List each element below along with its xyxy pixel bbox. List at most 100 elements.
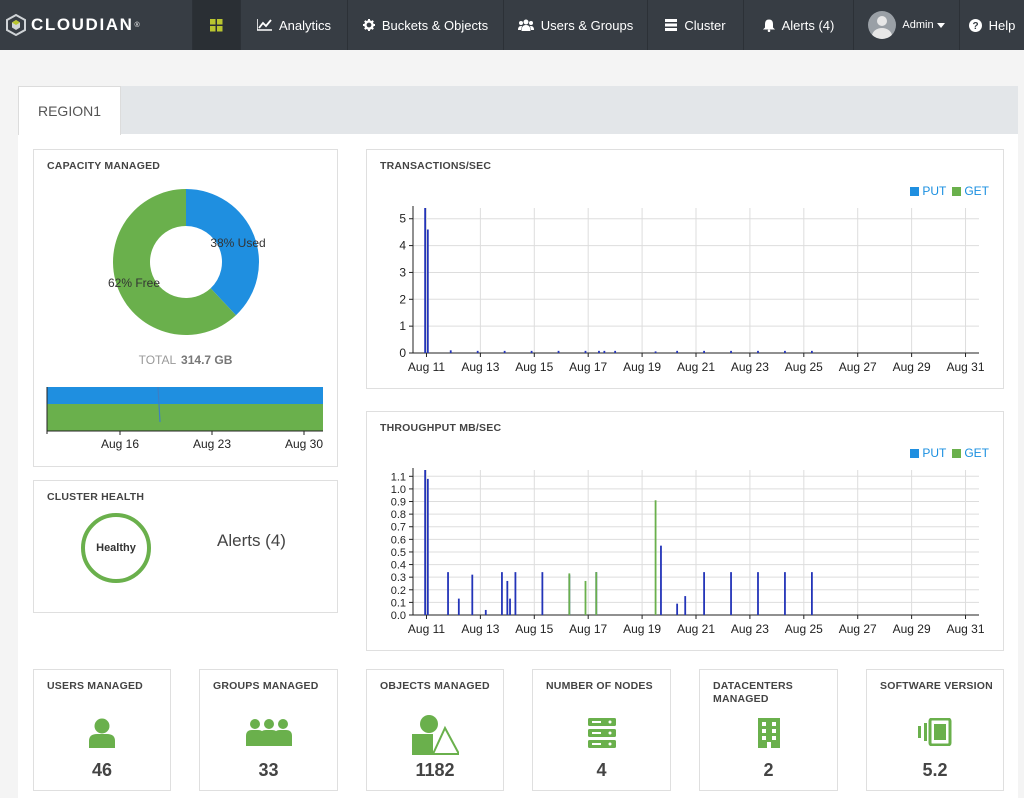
stat-label: NUMBER OF NODES — [546, 680, 653, 692]
x-tick-label: Aug 25 — [785, 360, 823, 374]
capacity-title: CAPACITY MANAGED — [47, 160, 161, 172]
legend-get[interactable]: GET — [952, 446, 989, 460]
nav-admin-label: Admin — [902, 19, 934, 31]
x-tick-label: Aug 15 — [515, 622, 553, 636]
stat-card-nodes[interactable]: NUMBER OF NODES 4 — [532, 669, 671, 791]
stat-label: GROUPS MANAGED — [213, 680, 319, 692]
nav-alerts[interactable]: Alerts (4) — [743, 0, 853, 50]
y-tick-label: 1.0 — [391, 484, 406, 496]
y-tick-label: 1 — [399, 319, 406, 333]
stat-label: SOFTWARE VERSION — [880, 680, 993, 692]
stat-label: DATACENTERS MANAGED — [713, 680, 793, 705]
gear-icon — [362, 19, 375, 31]
nav-alerts-label: Alerts (4) — [781, 17, 835, 33]
stat-card-version[interactable]: SOFTWARE VERSION 5.2 — [866, 669, 1004, 791]
y-tick-label: 0.2 — [391, 585, 406, 597]
nav-buckets[interactable]: Buckets & Objects — [347, 0, 503, 50]
bell-icon — [762, 19, 775, 32]
y-tick-label: 0.4 — [391, 560, 406, 572]
y-tick-label: 0.6 — [391, 534, 406, 546]
y-tick-label: 0.7 — [391, 522, 406, 534]
stat-card-datacenters[interactable]: DATACENTERS MANAGED 2 — [699, 669, 838, 791]
stat-card-objects[interactable]: OBJECTS MANAGED 1182 — [366, 669, 504, 791]
nav-dashboard[interactable] — [192, 0, 240, 50]
brand-logo[interactable]: CLOUDIAN ® — [0, 0, 192, 50]
y-tick-label: 0.9 — [391, 497, 406, 509]
y-tick-label: 2 — [399, 292, 406, 306]
nav-help[interactable]: ? Help — [959, 0, 1024, 50]
y-tick-label: 0.3 — [391, 572, 406, 584]
x-tick-label: Aug 29 — [893, 360, 931, 374]
stat-value: 33 — [258, 760, 279, 780]
x-tick-label: Aug 17 — [569, 622, 607, 636]
x-tick-label: Aug 19 — [623, 622, 661, 636]
y-tick-label: 0.1 — [391, 597, 406, 609]
nav-cluster[interactable]: Cluster — [647, 0, 743, 50]
stat-label: OBJECTS MANAGED — [380, 680, 490, 692]
total-value: 314.7 GB — [181, 353, 233, 367]
x-tick-label: Aug 17 — [569, 360, 607, 374]
x-tick-label: Aug 11 — [408, 622, 445, 636]
throughput-panel: THROUGHPUT MB/SEC PUT GET 0.0 0.1 0.2 0.3 0.… — [366, 411, 1004, 651]
capacity-x-tick: Aug 16 — [101, 437, 139, 451]
x-tick-label: Aug 23 — [731, 360, 769, 374]
group-icon — [200, 718, 337, 746]
donut-slice-used — [186, 189, 259, 316]
x-tick-label: Aug 11 — [408, 360, 445, 374]
tab-region1[interactable]: REGION1 — [18, 86, 121, 135]
x-tick-label: Aug 21 — [677, 360, 715, 374]
stat-card-groups[interactable]: GROUPS MANAGED 33 — [199, 669, 338, 791]
legend-put[interactable]: PUT — [910, 446, 946, 460]
nav-analytics[interactable]: Analytics — [240, 0, 347, 50]
version-icon — [867, 718, 1003, 746]
legend-put[interactable]: PUT — [910, 184, 946, 198]
stat-label: USERS MANAGED — [47, 680, 143, 692]
get-swatch — [952, 449, 962, 458]
avatar — [868, 11, 897, 39]
cloudian-logo-icon — [6, 14, 26, 36]
x-tick-label: Aug 15 — [515, 360, 553, 374]
x-tick-label: Aug 13 — [461, 622, 499, 636]
get-swatch — [952, 187, 962, 196]
y-tick-label: 0.8 — [391, 509, 406, 521]
stat-card-users[interactable]: USERS MANAGED 46 — [33, 669, 171, 791]
shapes-icon — [367, 714, 503, 756]
transactions-panel: TRANSACTIONS/SEC PUT GET 0 1 2 3 4 5 Aug 11 Aug… — [366, 149, 1004, 389]
used-label: 38% Used — [210, 236, 265, 250]
total-label: TOTAL — [138, 353, 176, 367]
region-tabs — [18, 86, 1018, 134]
capacity-total: TOTAL 314.7 GB — [34, 353, 337, 367]
building-icon — [700, 718, 837, 748]
throughput-title: THROUGHPUT MB/SEC — [380, 422, 502, 434]
user-icon — [34, 718, 170, 748]
x-tick-label: Aug 29 — [893, 622, 931, 636]
users-icon — [517, 19, 534, 31]
capacity-x-tick: Aug 30 — [285, 437, 323, 451]
y-tick-label: 0.5 — [391, 547, 406, 559]
top-navbar: CLOUDIAN ® Analytics Buckets & Objects Us… — [0, 0, 1024, 50]
stat-value: 2 — [763, 760, 774, 780]
x-tick-label: Aug 19 — [623, 360, 661, 374]
cluster-health-title: CLUSTER HEALTH — [47, 491, 145, 503]
put-swatch — [910, 187, 920, 196]
nav-users-groups-label: Users & Groups — [540, 17, 634, 33]
transactions-legend: PUT GET — [910, 184, 989, 198]
x-tick-label: Aug 31 — [947, 360, 985, 374]
y-tick-label: 3 — [399, 265, 406, 279]
grid-icon — [210, 18, 223, 31]
nav-users-groups[interactable]: Users & Groups — [503, 0, 647, 50]
health-alerts-link[interactable]: Alerts (4) — [217, 531, 286, 550]
capacity-donut — [112, 189, 259, 335]
svg-text:?: ? — [972, 21, 978, 32]
server-icon — [533, 718, 670, 748]
capacity-x-tick: Aug 23 — [193, 437, 231, 451]
brand-name: CLOUDIAN — [31, 15, 134, 34]
health-status-ring[interactable]: Healthy — [81, 513, 151, 583]
cluster-health-panel: CLUSTER HEALTH Healthy Alerts (4) — [33, 480, 338, 613]
transactions-title: TRANSACTIONS/SEC — [380, 160, 492, 172]
donut-slice-free — [112, 189, 236, 335]
nav-admin-menu[interactable]: Admin — [853, 0, 959, 50]
legend-get[interactable]: GET — [952, 184, 989, 198]
capacity-history-chart: Aug 16 Aug 23 Aug 30 — [46, 386, 323, 451]
x-tick-label: Aug 21 — [677, 622, 715, 636]
